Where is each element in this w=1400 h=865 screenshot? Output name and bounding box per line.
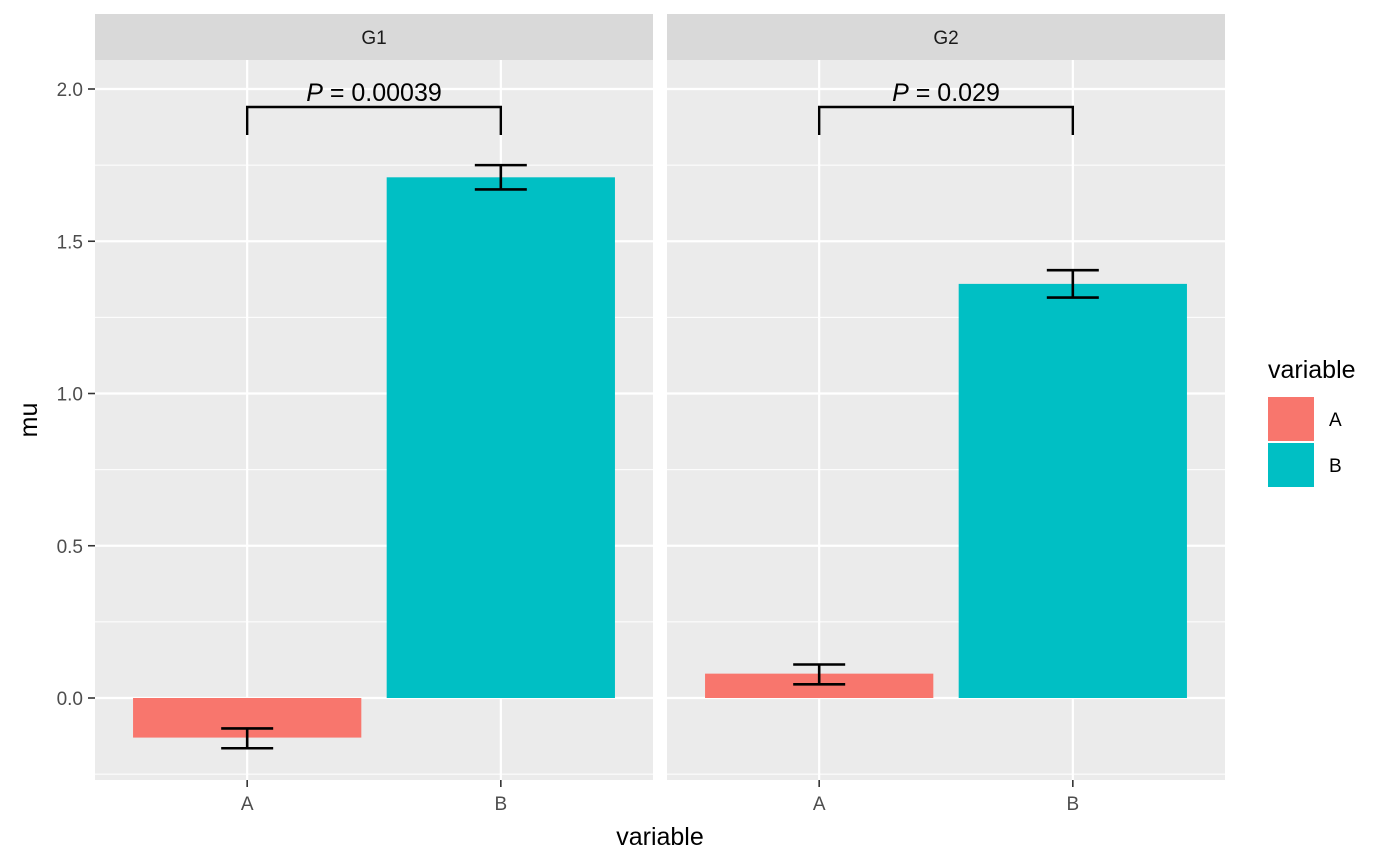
x-tick-label: A [813,794,826,815]
y-tick-label: 1.5 [57,232,83,253]
legend: variable A B [1268,356,1356,487]
facet-strip [667,14,1225,60]
legend-key-b [1268,443,1314,487]
legend-key-a [1268,397,1314,441]
p-value-annotation: P = 0.00039 [306,79,442,107]
x-tick-label: A [241,794,254,815]
bar-b [958,283,1187,698]
p-label: P [892,79,909,107]
p-value: = 0.029 [909,79,1000,107]
y-tick-label: 0.5 [57,537,83,558]
facet-strip [95,14,653,60]
x-axis-title: variable [616,823,704,851]
p-label: P [306,79,323,107]
panel-g1: G1 P = 0.00039 A B [95,14,653,815]
x-tick-label: B [494,794,507,815]
facet-strip-label: G2 [933,28,958,49]
y-axis-title: mu [15,403,43,438]
y-tick-label: 0.0 [57,689,83,710]
p-value: = 0.00039 [323,79,442,107]
significance-bracket [817,105,1075,135]
panel-g2: G2 P = 0.029 A B [667,14,1225,815]
y-tick-label: 1.0 [57,385,83,406]
significance-bracket [245,105,503,135]
facet-strip-label: G1 [361,28,386,49]
legend-label: B [1329,456,1342,477]
p-value-annotation: P = 0.029 [892,79,1000,107]
x-tick-label: B [1066,794,1079,815]
bar-b [386,177,615,698]
y-tick-label: 2.0 [57,80,83,101]
legend-label: A [1329,410,1342,431]
legend-title: variable [1268,356,1356,384]
